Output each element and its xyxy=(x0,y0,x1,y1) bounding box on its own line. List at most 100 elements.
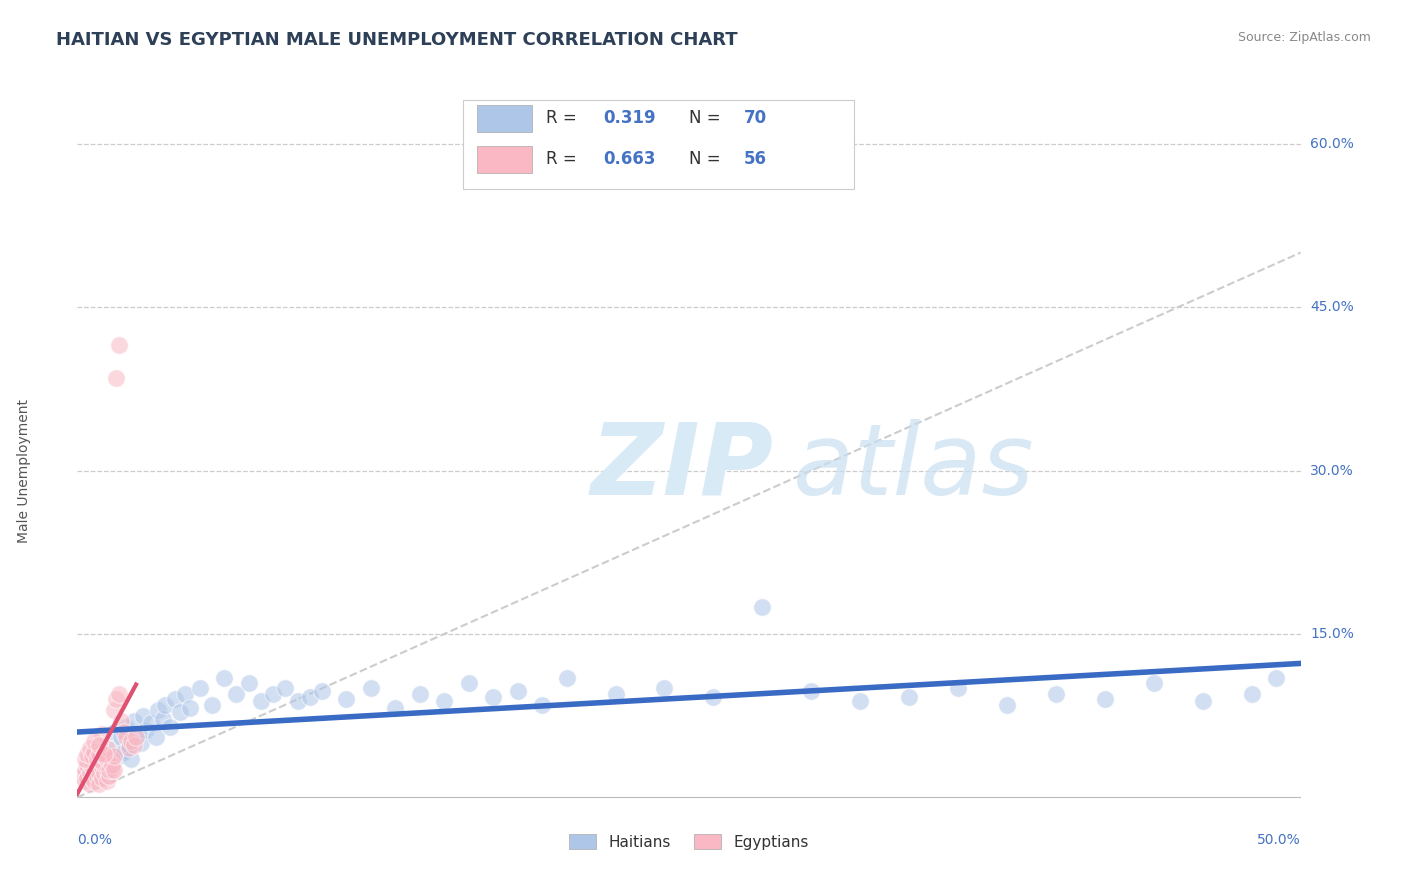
Point xyxy=(86,752,108,766)
FancyBboxPatch shape xyxy=(477,105,533,132)
Point xyxy=(89,738,111,752)
Point xyxy=(274,681,297,696)
Point xyxy=(76,747,98,761)
Point xyxy=(89,777,111,791)
Point xyxy=(90,727,112,741)
Point xyxy=(80,771,103,785)
Point xyxy=(100,752,122,766)
Point xyxy=(118,738,141,752)
Point xyxy=(79,766,101,780)
Point xyxy=(96,763,118,777)
Point xyxy=(110,714,132,728)
Point xyxy=(112,745,135,759)
Point xyxy=(80,748,103,763)
Point xyxy=(384,701,406,715)
Text: Source: ZipAtlas.com: Source: ZipAtlas.com xyxy=(1237,31,1371,45)
Point xyxy=(409,687,432,701)
Text: 45.0%: 45.0% xyxy=(1310,300,1354,314)
Point xyxy=(531,698,554,712)
Point xyxy=(145,731,167,745)
Point xyxy=(165,692,187,706)
Text: 60.0%: 60.0% xyxy=(1310,136,1354,151)
Point xyxy=(93,748,115,763)
Point xyxy=(1143,676,1166,690)
Point xyxy=(103,748,125,763)
Point xyxy=(89,766,111,780)
Text: atlas: atlas xyxy=(793,419,1035,516)
Point xyxy=(122,738,145,752)
Point xyxy=(105,741,128,756)
Text: 15.0%: 15.0% xyxy=(1310,627,1354,641)
Point xyxy=(132,708,155,723)
Point xyxy=(98,747,121,761)
Point xyxy=(335,692,357,706)
Point xyxy=(103,703,125,717)
Point xyxy=(201,698,224,712)
Point xyxy=(100,757,122,772)
Point xyxy=(139,716,162,731)
Text: 56: 56 xyxy=(744,150,768,168)
Point xyxy=(506,683,529,698)
Point xyxy=(108,748,131,763)
Point xyxy=(90,771,112,785)
Point xyxy=(751,599,773,614)
Point xyxy=(89,747,111,761)
Point xyxy=(110,731,132,745)
Text: ZIP: ZIP xyxy=(591,419,775,516)
Text: N =: N = xyxy=(689,109,725,127)
Point xyxy=(76,757,98,772)
Point xyxy=(287,694,309,708)
Point xyxy=(83,757,105,772)
Point xyxy=(108,338,131,352)
Point xyxy=(83,745,105,759)
Point xyxy=(946,681,969,696)
Point xyxy=(898,690,921,705)
Text: Male Unemployment: Male Unemployment xyxy=(17,399,31,542)
Point xyxy=(83,763,105,777)
Point xyxy=(89,766,111,780)
Point xyxy=(86,757,108,772)
Point xyxy=(1265,671,1288,685)
Point xyxy=(115,720,138,734)
Text: 0.319: 0.319 xyxy=(603,109,657,127)
Point xyxy=(105,692,128,706)
Point xyxy=(83,774,105,789)
Point xyxy=(605,687,627,701)
Legend: Haitians, Egyptians: Haitians, Egyptians xyxy=(562,828,815,855)
Point xyxy=(73,774,96,789)
Point xyxy=(311,683,333,698)
Point xyxy=(129,736,152,750)
Point xyxy=(98,768,121,782)
Point xyxy=(179,701,201,715)
Point xyxy=(96,752,118,766)
Point xyxy=(120,752,142,766)
Point xyxy=(73,752,96,766)
FancyBboxPatch shape xyxy=(477,146,533,173)
Point xyxy=(555,671,578,685)
Point xyxy=(120,733,142,747)
Point xyxy=(90,760,112,774)
Point xyxy=(125,731,148,745)
Point xyxy=(93,747,115,761)
Point xyxy=(98,757,121,772)
Point xyxy=(482,690,505,705)
Point xyxy=(73,763,96,777)
Point xyxy=(79,777,101,791)
Point xyxy=(174,687,197,701)
Point xyxy=(702,690,724,705)
Point xyxy=(122,714,145,728)
Text: 0.663: 0.663 xyxy=(603,150,655,168)
Point xyxy=(457,676,479,690)
Point xyxy=(159,720,181,734)
Point xyxy=(108,687,131,701)
Point xyxy=(118,741,141,756)
Point xyxy=(96,763,118,777)
Point xyxy=(225,687,247,701)
Point xyxy=(238,676,260,690)
Point xyxy=(90,760,112,774)
Point xyxy=(995,698,1018,712)
Text: 70: 70 xyxy=(744,109,768,127)
Point xyxy=(100,757,122,772)
Point xyxy=(262,687,284,701)
Point xyxy=(96,774,118,789)
